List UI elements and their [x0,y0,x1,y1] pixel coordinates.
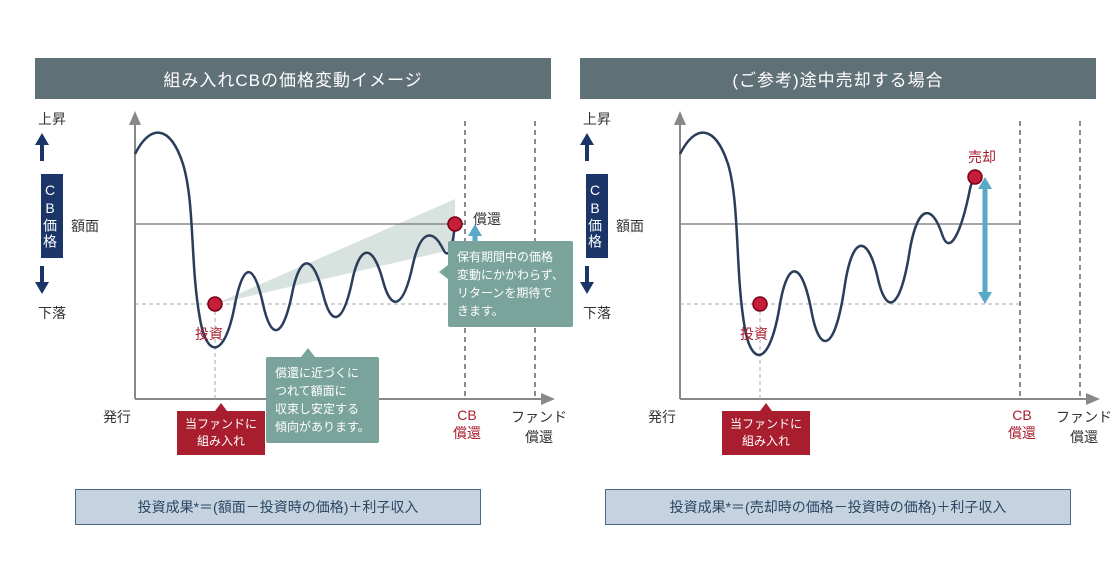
issue-label: 発行 [103,407,131,427]
invest-label: 投資 [740,324,768,344]
fund-redeem-label: ファンド 償還 [511,407,567,447]
right-formula-bar: 投資成果*＝(売却時の価格－投資時の価格)＋利子収入 [605,489,1071,525]
convergence-cone [215,199,455,304]
left-chart-area: 上昇 CB価格 下落 額面 [35,109,551,469]
right-panel: (ご参考)途中売却する場合 上昇 CB価格 下落 額面 [580,58,1096,525]
arrow-down-icon [580,266,594,294]
cb-redeem-label: CB 償還 [1008,407,1036,443]
redeem-label: 償還 [473,209,501,229]
y-axis-label: 上昇 CB価格 下落 [580,109,614,419]
left-formula-bar: 投資成果*＝(額面－投資時の価格)＋利子収入 [75,489,481,525]
right-chart-svg [640,109,1100,414]
y-axis-arrowhead [674,111,686,125]
right-chart-area: 上昇 CB価格 下落 額面 投資 売却 [580,109,1096,469]
cb-price-vertical: CB価格 [586,174,608,258]
fund-inclusion-tag: 当ファンドに 組み入れ [722,411,810,455]
y-axis-label: 上昇 CB価格 下落 [35,109,69,419]
x-axis-arrowhead [541,393,555,405]
down-label: 下落 [35,303,69,323]
fund-tag-text: 当ファンドに 組み入れ [730,417,802,448]
up-label: 上昇 [35,109,69,129]
cb-price-vertical: CB価格 [41,174,63,258]
arrow-up-icon [35,133,49,161]
fund-redeem-label: ファンド 償還 [1056,407,1112,447]
y-axis-arrowhead [129,111,141,125]
sell-dot-icon [968,170,982,184]
invest-dot-icon [753,297,767,311]
issue-label: 発行 [648,407,676,427]
convergence-callout: 償還に近づくに つれて額面に 収束し安定する 傾向があります。 [266,357,379,443]
left-panel: 組み入れCBの価格変動イメージ 上昇 CB価格 下落 額面 [35,58,551,525]
return-callout: 保有期間中の価格 変動にかかわらず、 リターンを期待で きます。 [448,241,573,327]
down-label: 下落 [580,303,614,323]
up-label: 上昇 [580,109,614,129]
arrow-up-icon [580,133,594,161]
right-title-bar: (ご参考)途中売却する場合 [580,58,1096,99]
callout2-text: 保有期間中の価格 変動にかかわらず、 リターンを期待で きます。 [457,250,564,318]
fund-inclusion-tag: 当ファンドに 組み入れ [177,411,265,455]
cb-redeem-label: CB 償還 [453,407,481,443]
price-curve [680,133,975,355]
left-title-bar: 組み入れCBの価格変動イメージ [35,58,551,99]
invest-label: 投資 [195,324,223,344]
callout1-text: 償還に近づくに つれて額面に 収束し安定する 傾向があります。 [275,366,370,434]
return-arrow-icon [978,177,992,304]
arrow-down-icon [35,266,49,294]
invest-dot-icon [208,297,222,311]
sell-label: 売却 [968,147,996,167]
x-axis-arrowhead [1086,393,1100,405]
fund-tag-text: 当ファンドに 組み入れ [185,417,257,448]
redeem-dot-icon [448,217,462,231]
